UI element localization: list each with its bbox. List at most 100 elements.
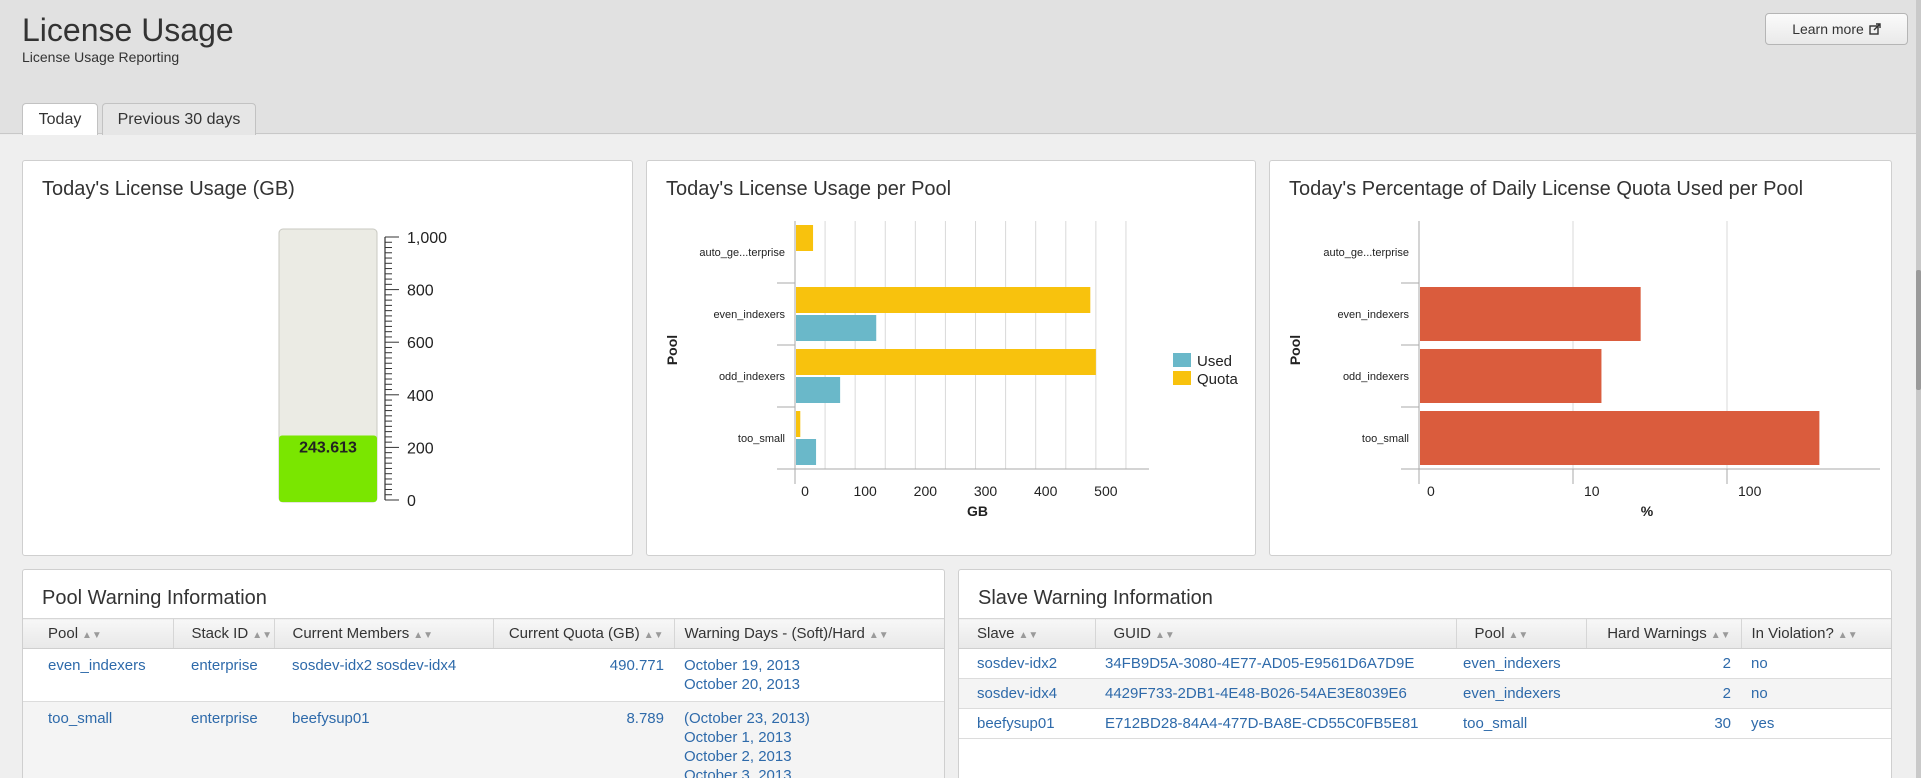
table-row: too_small enterprise beefysup01 8.789 (O… bbox=[23, 701, 944, 778]
x-axis-label: GB bbox=[967, 503, 988, 519]
learn-more-button[interactable]: Learn more bbox=[1765, 13, 1908, 45]
warning-day-link[interactable]: October 19, 2013 bbox=[684, 657, 800, 674]
sort-icon: ▲▼ bbox=[1710, 630, 1731, 641]
legend-label-used: Used bbox=[1197, 353, 1232, 370]
x-tick-label: 400 bbox=[1034, 483, 1058, 499]
table-row: sosdev-idx2 34FB9D5A-3080-4E77-AD05-E956… bbox=[959, 648, 1891, 679]
page-scrollbar[interactable] bbox=[1916, 0, 1921, 778]
stack-id-link[interactable]: enterprise bbox=[173, 648, 274, 702]
sort-icon: ▲▼ bbox=[82, 630, 102, 641]
x-tick-label: 200 bbox=[914, 483, 938, 499]
guid-link[interactable]: 4429F733-2DB1-4E48-B026-54AE3E8039E6 bbox=[1095, 678, 1456, 709]
table-row: beefysup01 E712BD28-84A4-477D-BA8E-CD55C… bbox=[959, 708, 1891, 739]
col-in-violation[interactable]: In Violation? ▲▼ bbox=[1741, 618, 1891, 649]
legend-label-quota: Quota bbox=[1197, 371, 1239, 388]
slave-link[interactable]: sosdev-idx2 bbox=[959, 648, 1095, 679]
pool-warning-panel: Pool Warning Information Pool ▲▼ Stack ID… bbox=[22, 569, 945, 778]
sort-icon: ▲▼ bbox=[868, 630, 889, 641]
x-tick-label: 300 bbox=[974, 483, 998, 499]
legend-swatch-used bbox=[1173, 353, 1191, 367]
gauge-tick-label: 800 bbox=[407, 283, 434, 300]
page-header: License Usage License Usage Reporting Le… bbox=[0, 0, 1916, 136]
warning-day-link[interactable]: October 20, 2013 bbox=[684, 676, 800, 693]
members-link[interactable]: beefysup01 bbox=[274, 701, 493, 778]
col-slave[interactable]: Slave ▲▼ bbox=[959, 618, 1096, 649]
y-tick-label: even_indexers bbox=[1337, 309, 1409, 321]
hard-warnings-value[interactable]: 2 bbox=[1586, 678, 1741, 709]
col-pool[interactable]: Pool ▲▼ bbox=[1456, 618, 1587, 649]
usage-per-pool-chart: 0 100 200 300 400 500 auto_ge...terprise even_i… bbox=[664, 221, 1239, 519]
page-scrollbar-thumb[interactable] bbox=[1916, 270, 1921, 390]
x-tick-label: 0 bbox=[801, 483, 809, 499]
pool-warning-title: Pool Warning Information bbox=[42, 587, 267, 609]
hard-warnings-value[interactable]: 30 bbox=[1586, 708, 1741, 739]
quota-percentage-panel: Today's Percentage of Daily License Quot… bbox=[1269, 160, 1892, 556]
warning-day-link[interactable]: (October 23, 2013) bbox=[684, 710, 810, 727]
bar-quota bbox=[796, 287, 1091, 313]
bar-percentage bbox=[1420, 349, 1602, 403]
tab-previous-30-days[interactable]: Previous 30 days bbox=[102, 103, 256, 135]
col-hard-warnings[interactable]: Hard Warnings ▲▼ bbox=[1586, 618, 1742, 649]
bar-quota bbox=[796, 411, 801, 437]
legend-swatch-quota bbox=[1173, 371, 1191, 385]
table-row: even_indexers enterprise sosdev-idx2 sos… bbox=[23, 648, 944, 702]
warning-day-link[interactable]: October 2, 2013 bbox=[684, 748, 792, 765]
y-axis-label: Pool bbox=[1287, 335, 1303, 365]
pool-link[interactable]: too_small bbox=[23, 701, 173, 778]
quota-value[interactable]: 490.771 bbox=[493, 648, 674, 702]
license-usage-gauge: 243.613 0 200 400 600 800 1,000 bbox=[278, 228, 447, 510]
x-tick-label: 100 bbox=[853, 483, 877, 499]
col-warning-days[interactable]: Warning Days - (Soft)/Hard ▲▼ bbox=[674, 618, 944, 649]
x-tick-label: 10 bbox=[1584, 483, 1600, 499]
y-tick-label: auto_ge...terprise bbox=[699, 247, 785, 259]
col-current-quota[interactable]: Current Quota (GB) ▲▼ bbox=[493, 618, 675, 649]
y-tick-label: even_indexers bbox=[713, 309, 785, 321]
warning-days-cell: October 19, 2013 October 20, 2013 bbox=[674, 648, 944, 702]
sort-icon: ▲▼ bbox=[1508, 630, 1529, 641]
violation-value[interactable]: no bbox=[1741, 648, 1891, 679]
pool-warning-table: Pool ▲▼ Stack ID ▲▼ Current Members ▲▼ Curr… bbox=[23, 618, 944, 778]
violation-value[interactable]: yes bbox=[1741, 708, 1891, 739]
slave-link[interactable]: sosdev-idx4 bbox=[959, 678, 1095, 709]
x-tick-label: 0 bbox=[1427, 483, 1435, 499]
quota-value[interactable]: 8.789 bbox=[493, 701, 674, 778]
pool-link[interactable]: even_indexers bbox=[1456, 648, 1586, 679]
col-stack-id[interactable]: Stack ID ▲▼ bbox=[173, 618, 275, 649]
pool-link[interactable]: too_small bbox=[1456, 708, 1586, 739]
gauge-tick-label: 1,000 bbox=[407, 230, 447, 247]
gauge-tick-label: 0 bbox=[407, 493, 416, 510]
warning-day-link[interactable]: October 3, 2013 bbox=[684, 767, 792, 778]
usage-per-pool-title: Today's License Usage per Pool bbox=[666, 178, 952, 200]
col-current-members[interactable]: Current Members ▲▼ bbox=[274, 618, 494, 649]
sort-icon: ▲▼ bbox=[1018, 630, 1039, 641]
stack-id-link[interactable]: enterprise bbox=[173, 701, 274, 778]
slave-warning-table: Slave ▲▼ GUID ▲▼ Pool ▲▼ Hard Warnings ▲▼ In… bbox=[959, 618, 1891, 739]
table-row: sosdev-idx4 4429F733-2DB1-4E48-B026-54AE… bbox=[959, 678, 1891, 709]
col-guid[interactable]: GUID ▲▼ bbox=[1095, 618, 1457, 649]
license-usage-title: Today's License Usage (GB) bbox=[42, 178, 295, 200]
violation-value[interactable]: no bbox=[1741, 678, 1891, 709]
pool-link[interactable]: even_indexers bbox=[1456, 678, 1586, 709]
usage-per-pool-panel: Today's License Usage per Pool 0 100 200 30… bbox=[646, 160, 1256, 556]
sort-icon: ▲▼ bbox=[413, 630, 433, 641]
license-usage-panel: Today's License Usage (GB) 243.613 0 200 40… bbox=[22, 160, 633, 556]
pool-link[interactable]: even_indexers bbox=[23, 648, 173, 702]
y-axis-label: Pool bbox=[664, 335, 680, 365]
y-tick-label: odd_indexers bbox=[719, 371, 786, 383]
hard-warnings-value[interactable]: 2 bbox=[1586, 648, 1741, 679]
bar-used bbox=[796, 377, 841, 403]
warning-day-link[interactable]: October 1, 2013 bbox=[684, 729, 792, 746]
tab-today[interactable]: Today bbox=[22, 103, 98, 136]
slave-link[interactable]: beefysup01 bbox=[959, 708, 1095, 739]
members-link[interactable]: sosdev-idx2 sosdev-idx4 bbox=[274, 648, 493, 702]
bar-percentage bbox=[1420, 287, 1641, 341]
guid-link[interactable]: 34FB9D5A-3080-4E77-AD05-E9561D6A7D9E bbox=[1095, 648, 1456, 679]
sort-icon: ▲▼ bbox=[643, 630, 664, 641]
warning-days-cell: (October 23, 2013) October 1, 2013 Octob… bbox=[674, 701, 944, 778]
quota-percentage-title: Today's Percentage of Daily License Quot… bbox=[1289, 178, 1804, 200]
col-pool[interactable]: Pool ▲▼ bbox=[23, 618, 174, 649]
guid-link[interactable]: E712BD28-84A4-477D-BA8E-CD55C0FB5E81 bbox=[1095, 708, 1456, 739]
gauge-tick-label: 400 bbox=[407, 388, 434, 405]
bar-used bbox=[796, 315, 877, 341]
y-tick-label: auto_ge...terprise bbox=[1323, 247, 1409, 259]
